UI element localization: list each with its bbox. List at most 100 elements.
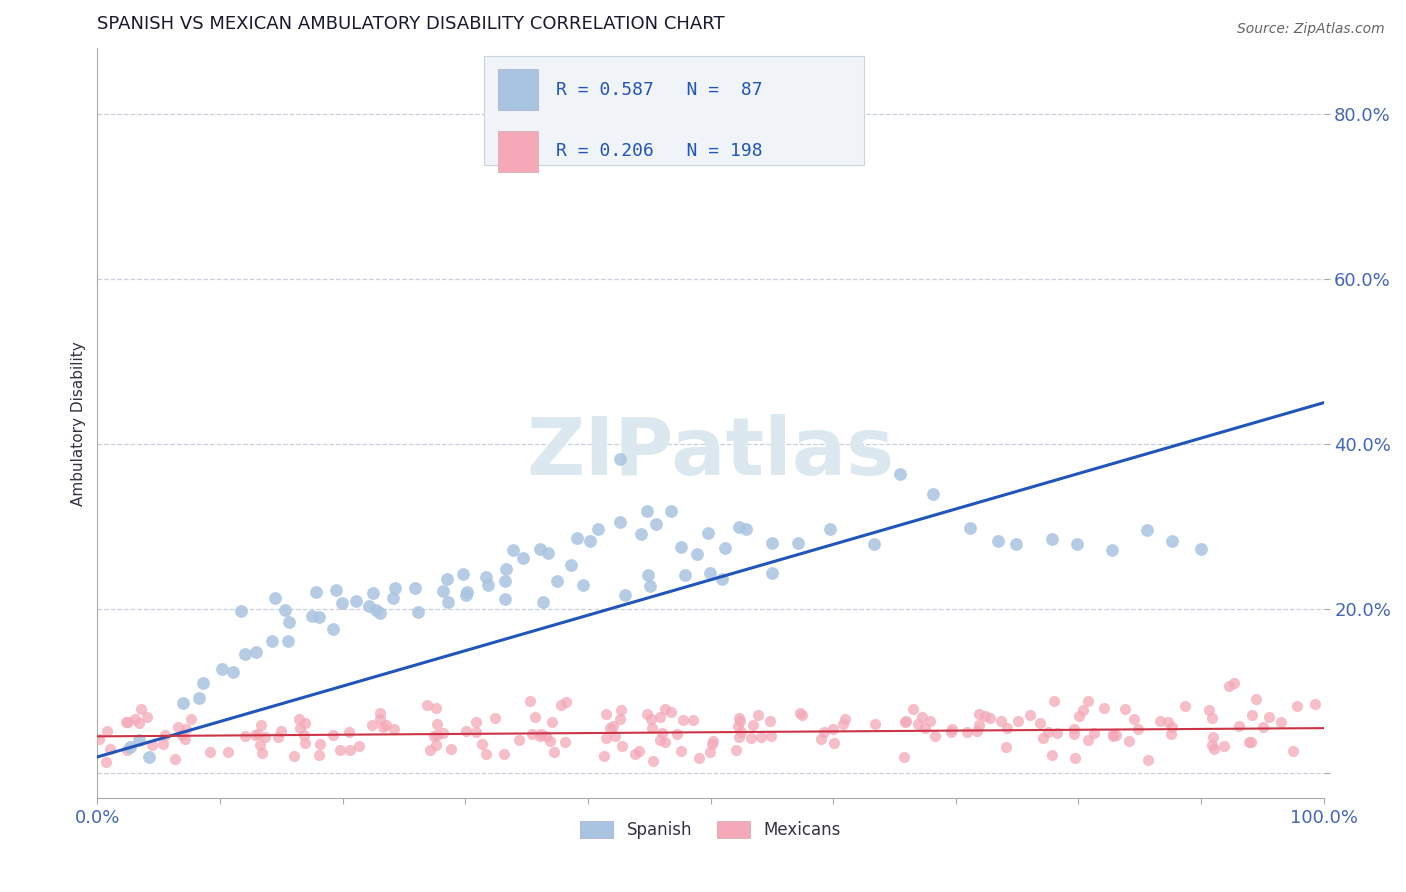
Point [1149,714,1171,728]
Point [519,694,541,708]
Point [231,604,253,618]
Point [425,738,447,752]
Point [366,603,388,617]
Point [477,578,499,592]
Point [368,712,391,726]
Point [1222,675,1244,690]
Point [264,591,287,606]
Point [301,609,323,624]
Point [599,721,621,735]
Point [659,504,682,518]
Point [654,734,676,748]
Point [432,725,454,739]
Point [1246,691,1268,706]
Point [956,725,979,739]
Point [329,743,352,757]
Point [700,737,723,751]
Point [727,719,749,733]
Point [188,691,211,706]
Point [921,486,943,500]
Point [292,728,315,742]
Point [727,711,749,725]
Point [730,725,752,739]
Point [1040,747,1063,762]
Point [249,739,271,753]
Point [475,747,498,761]
FancyBboxPatch shape [484,56,863,165]
Point [1007,714,1029,729]
Point [233,729,256,743]
Point [592,749,614,764]
Point [1213,739,1236,753]
Point [987,534,1010,549]
Point [602,718,624,732]
Point [529,542,551,557]
Point [290,722,312,736]
Point [368,607,391,621]
Point [610,739,633,753]
Point [1043,694,1066,708]
Point [492,747,515,762]
Text: Source: ZipAtlas.com: Source: ZipAtlas.com [1237,22,1385,37]
Point [167,720,190,734]
Point [1029,715,1052,730]
Point [725,743,748,757]
Point [436,572,458,586]
Point [361,586,384,600]
Point [640,712,662,726]
Point [914,721,936,735]
Point [627,744,650,758]
Point [456,585,478,599]
Point [347,739,370,753]
Point [512,551,534,566]
Point [586,522,609,536]
Point [233,648,256,662]
Point [1251,720,1274,734]
Point [641,721,664,735]
Point [260,634,283,648]
Point [686,547,709,561]
Point [1094,700,1116,714]
Text: SPANISH VS MEXICAN AMBULATORY DISABILITY CORRELATION CHART: SPANISH VS MEXICAN AMBULATORY DISABILITY… [97,15,725,33]
Point [1040,532,1063,546]
Point [1198,703,1220,717]
Point [305,585,328,599]
Point [94,756,117,770]
Point [98,742,121,756]
Point [1114,702,1136,716]
Point [359,599,381,614]
Point [834,712,856,726]
Point [155,728,177,742]
Point [475,570,498,584]
Point [152,738,174,752]
Point [534,729,557,743]
Point [889,467,911,482]
Point [114,715,136,730]
Point [636,504,658,518]
Point [124,712,146,726]
Point [1067,708,1090,723]
Point [1137,753,1160,767]
Point [659,706,682,720]
Point [1258,710,1281,724]
Point [339,742,361,756]
Point [735,522,758,536]
Point [1202,730,1225,744]
Text: ZIPatlas: ZIPatlas [526,414,894,492]
Point [966,723,988,738]
Point [371,720,394,734]
Point [894,714,917,729]
Point [96,724,118,739]
Point [742,718,765,732]
Point [1123,712,1146,726]
Text: R = 0.206   N = 198: R = 0.206 N = 198 [555,142,762,161]
Point [529,729,551,743]
Point [894,714,917,728]
Point [610,703,633,717]
Point [572,578,595,592]
Point [554,735,576,749]
Point [810,731,832,746]
Point [540,715,562,730]
Point [1118,734,1140,748]
Point [697,526,720,541]
